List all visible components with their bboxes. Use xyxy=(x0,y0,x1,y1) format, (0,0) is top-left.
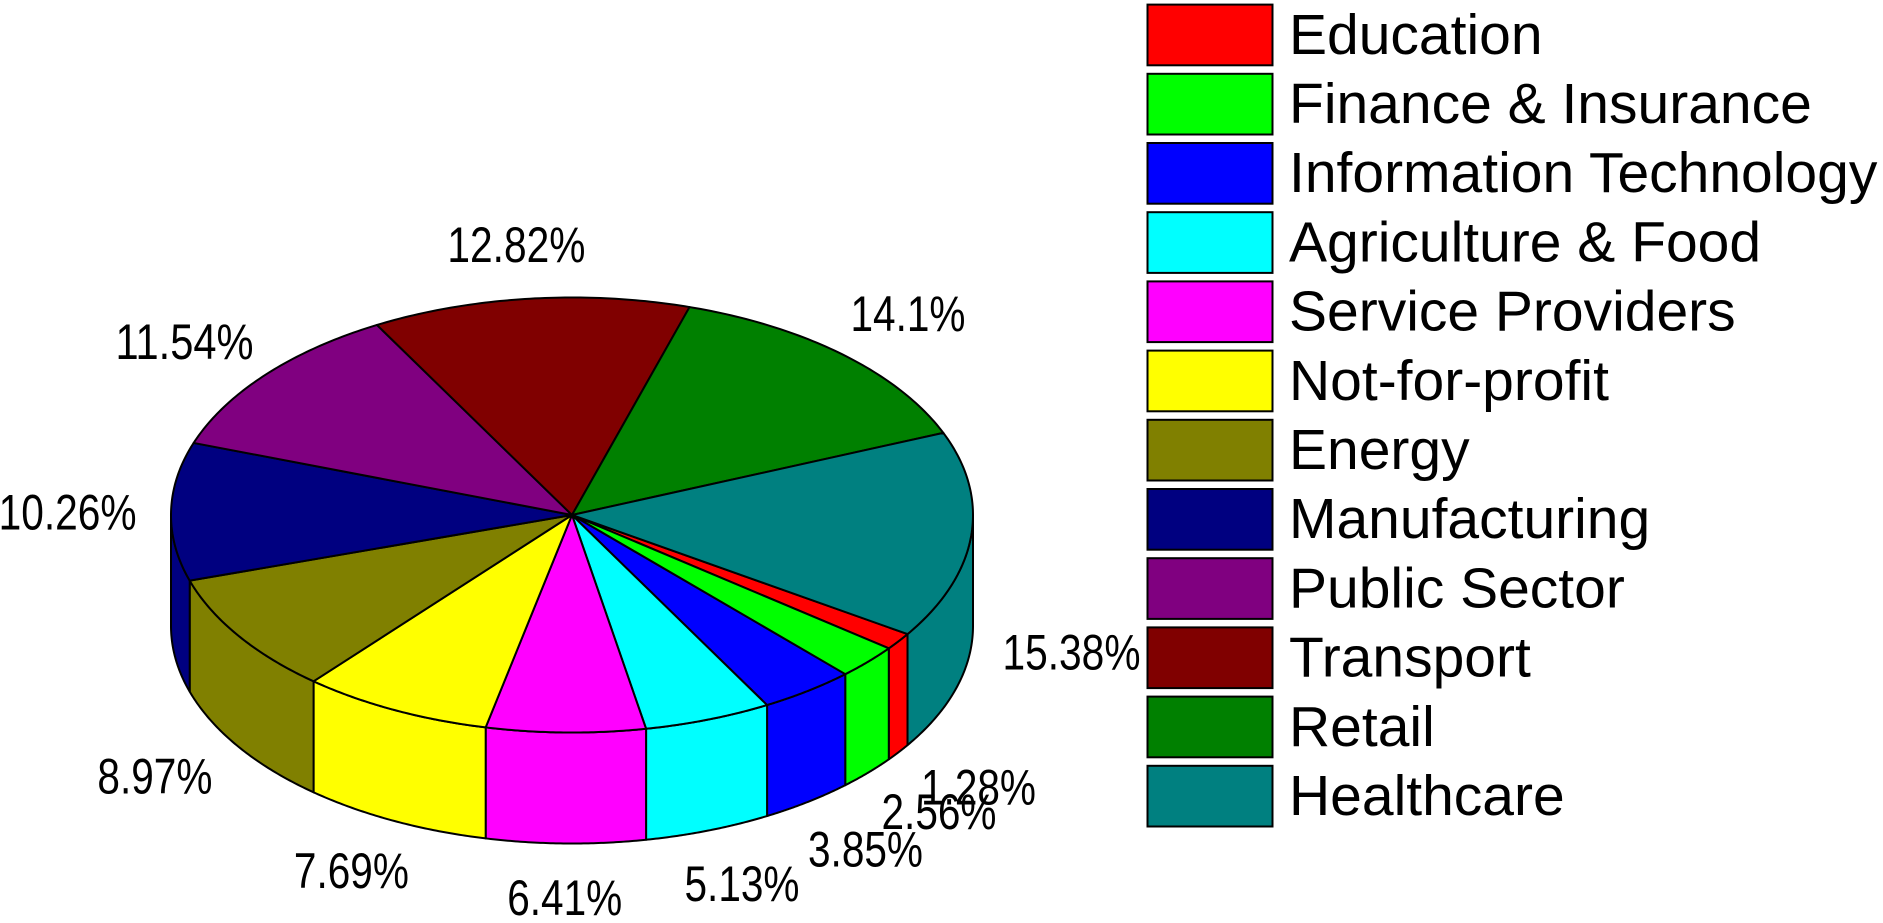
svg-text:8.97%: 8.97% xyxy=(97,749,212,805)
svg-text:11.54%: 11.54% xyxy=(116,314,254,370)
svg-text:Agriculture & Food: Agriculture & Food xyxy=(1289,210,1761,274)
svg-text:Healthcare: Healthcare xyxy=(1289,764,1565,828)
svg-text:6.41%: 6.41% xyxy=(507,870,622,918)
svg-text:15.38%: 15.38% xyxy=(1003,624,1141,680)
svg-text:2.56%: 2.56% xyxy=(882,784,997,840)
svg-text:Public Sector: Public Sector xyxy=(1289,557,1625,621)
svg-text:7.69%: 7.69% xyxy=(294,843,409,899)
svg-text:Finance & Insurance: Finance & Insurance xyxy=(1289,72,1812,136)
svg-text:10.26%: 10.26% xyxy=(0,485,137,541)
svg-text:12.82%: 12.82% xyxy=(447,217,585,273)
svg-text:14.1%: 14.1% xyxy=(851,286,966,342)
svg-text:Information Technology: Information Technology xyxy=(1289,141,1878,205)
svg-text:Transport: Transport xyxy=(1289,626,1531,690)
svg-text:Not-for-profit: Not-for-profit xyxy=(1289,349,1609,413)
svg-text:Service Providers: Service Providers xyxy=(1289,280,1736,344)
svg-text:Energy: Energy xyxy=(1289,418,1470,482)
svg-text:Manufacturing: Manufacturing xyxy=(1289,487,1650,551)
svg-text:Retail: Retail xyxy=(1289,695,1435,759)
svg-text:3.85%: 3.85% xyxy=(808,822,923,878)
svg-text:Education: Education xyxy=(1289,3,1543,67)
svg-text:5.13%: 5.13% xyxy=(685,856,800,912)
svg-text:1.28%: 1.28% xyxy=(921,760,1036,816)
